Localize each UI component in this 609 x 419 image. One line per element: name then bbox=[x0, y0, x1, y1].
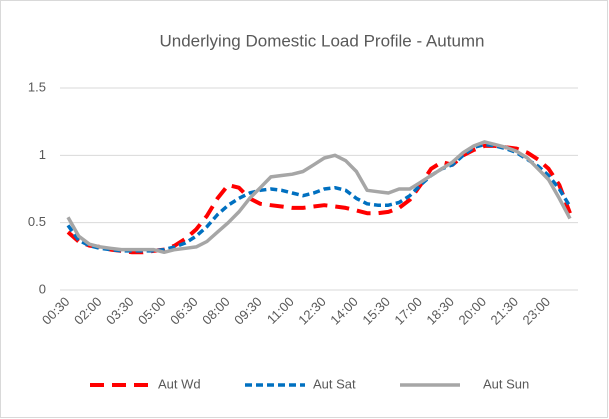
y-tick-label: 1 bbox=[39, 147, 46, 162]
y-tick-label: 0 bbox=[39, 281, 46, 296]
legend-label: Aut Sat bbox=[313, 376, 356, 391]
chart-title: Underlying Domestic Load Profile - Autum… bbox=[159, 31, 484, 50]
series-line bbox=[66, 140, 572, 255]
legend-label: Aut Sun bbox=[483, 376, 529, 391]
legend-label: Aut Wd bbox=[158, 376, 201, 391]
y-tick-label: 1.5 bbox=[28, 79, 46, 94]
y-tick-label: 0.5 bbox=[28, 214, 46, 229]
